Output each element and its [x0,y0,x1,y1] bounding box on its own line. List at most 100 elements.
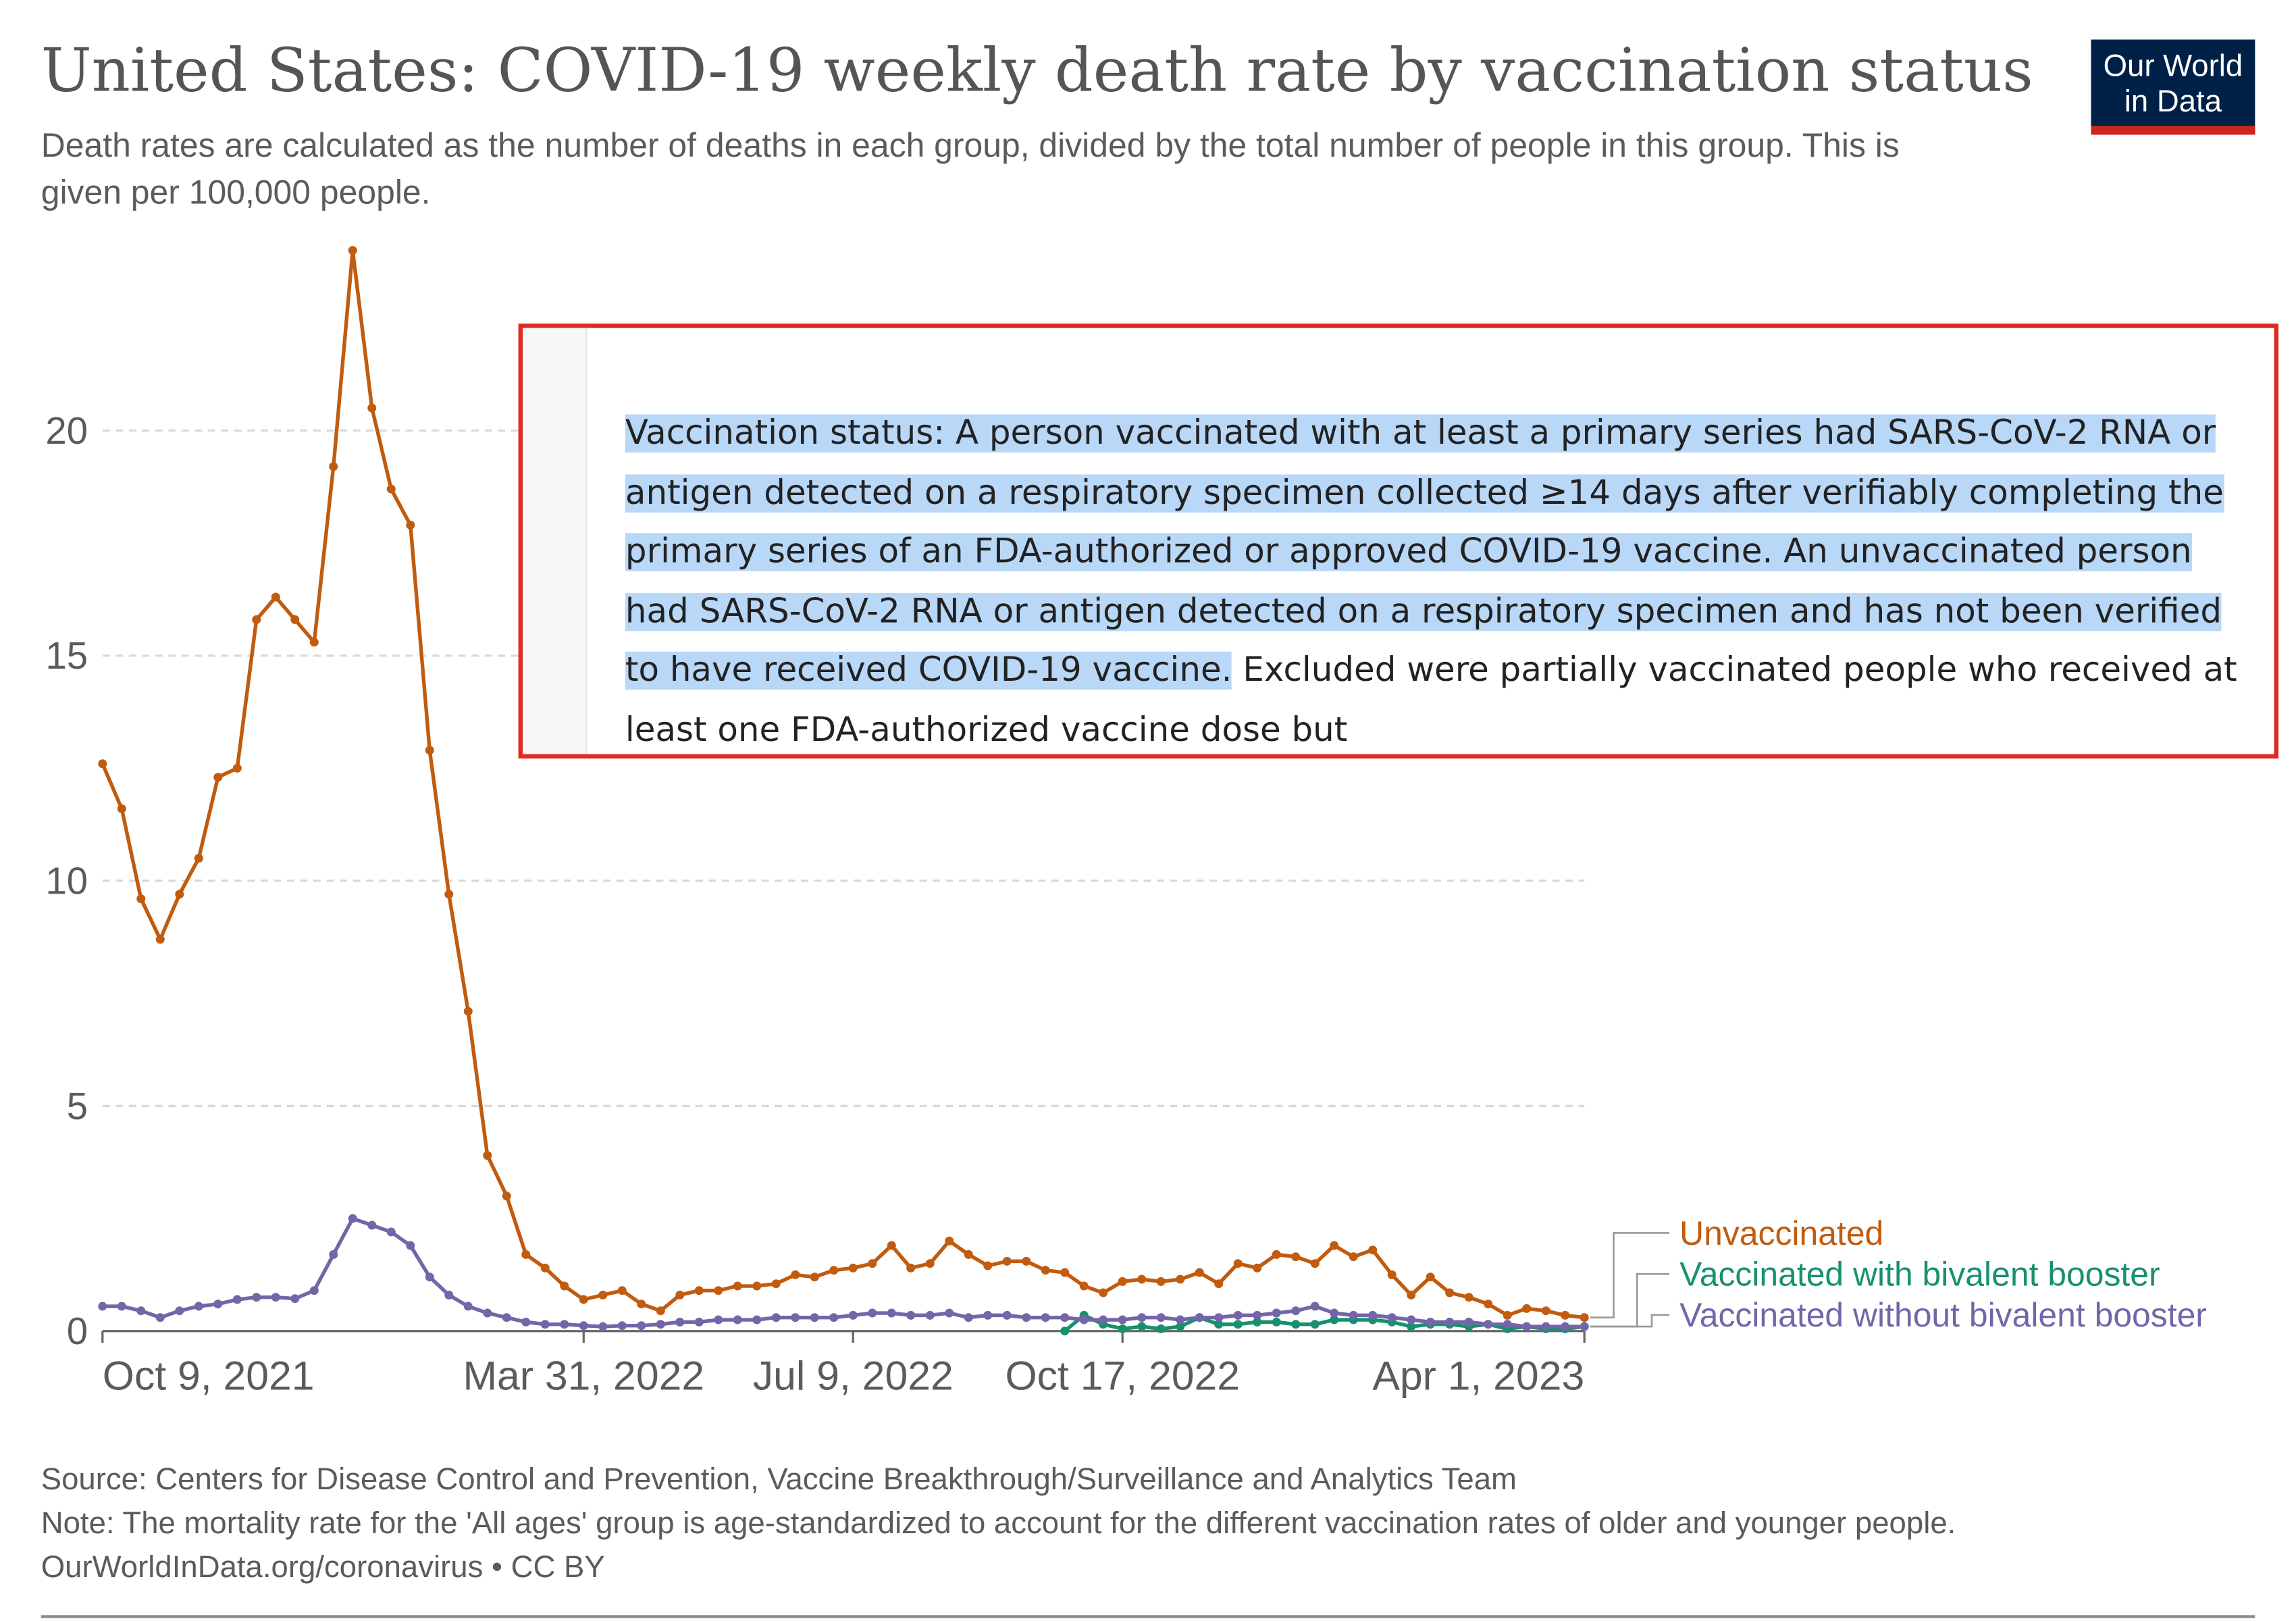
data-point[interactable] [810,1313,819,1322]
data-point[interactable] [887,1308,896,1318]
data-point[interactable] [1407,1315,1416,1324]
data-point[interactable] [1079,1281,1089,1291]
data-point[interactable] [348,246,357,255]
data-point[interactable] [1522,1304,1532,1313]
data-point[interactable] [868,1308,877,1318]
data-point[interactable] [1118,1324,1127,1333]
data-point[interactable] [675,1290,685,1300]
data-point[interactable] [1561,1310,1570,1320]
data-point[interactable] [1272,1317,1281,1327]
data-point[interactable] [1407,1322,1416,1331]
data-point[interactable] [1426,1272,1435,1282]
data-point[interactable] [1253,1263,1262,1272]
data-point[interactable] [1176,1322,1185,1331]
data-point[interactable] [1060,1313,1070,1322]
data-point[interactable] [1541,1322,1550,1331]
data-point[interactable] [1445,1288,1455,1297]
data-point[interactable] [1368,1245,1378,1255]
data-point[interactable] [367,403,377,413]
data-point[interactable] [1176,1275,1185,1284]
data-point[interactable] [1310,1320,1320,1329]
data-point[interactable] [848,1263,858,1272]
data-point[interactable] [945,1308,954,1318]
data-point[interactable] [406,520,415,530]
data-point[interactable] [1387,1270,1397,1279]
data-point[interactable] [1310,1259,1320,1268]
data-point[interactable] [906,1263,916,1272]
data-point[interactable] [1291,1252,1301,1262]
data-point[interactable] [1156,1277,1166,1286]
data-point[interactable] [1503,1320,1512,1329]
data-point[interactable] [733,1315,742,1324]
data-point[interactable] [252,1293,261,1302]
data-point[interactable] [540,1320,550,1329]
data-point[interactable] [771,1313,781,1322]
data-point[interactable] [675,1317,685,1327]
data-point[interactable] [502,1191,511,1201]
data-point[interactable] [406,1241,415,1250]
data-point[interactable] [1176,1315,1185,1324]
data-point[interactable] [483,1151,492,1160]
data-point[interactable] [213,1300,223,1309]
data-point[interactable] [1291,1306,1301,1316]
data-point[interactable] [1272,1308,1281,1318]
data-point[interactable] [329,462,338,471]
data-point[interactable] [1214,1313,1224,1322]
data-point[interactable] [656,1306,665,1316]
data-point[interactable] [1541,1306,1550,1316]
data-point[interactable] [290,1294,300,1304]
data-point[interactable] [386,484,396,494]
legend-label[interactable]: Vaccinated with bivalent booster [1679,1256,2160,1293]
data-point[interactable] [232,1295,242,1304]
data-point[interactable] [1253,1310,1262,1320]
data-point[interactable] [791,1313,800,1322]
data-point[interactable] [1561,1322,1570,1331]
data-point[interactable] [155,1313,165,1322]
data-point[interactable] [1041,1313,1050,1322]
data-point[interactable] [425,1272,434,1282]
data-point[interactable] [848,1310,858,1320]
data-point[interactable] [175,890,184,899]
data-point[interactable] [560,1281,569,1291]
data-point[interactable] [1349,1310,1358,1320]
data-point[interactable] [887,1241,896,1250]
data-point[interactable] [540,1263,550,1272]
data-point[interactable] [1484,1320,1493,1329]
data-point[interactable] [1368,1310,1378,1320]
data-point[interactable] [521,1250,531,1259]
data-point[interactable] [502,1313,511,1322]
data-point[interactable] [1233,1310,1243,1320]
data-point[interactable] [1580,1322,1589,1331]
data-point[interactable] [829,1313,839,1322]
data-point[interactable] [1041,1266,1050,1275]
data-point[interactable] [252,615,261,624]
data-point[interactable] [1330,1308,1339,1318]
data-point[interactable] [1195,1268,1204,1277]
data-point[interactable] [1195,1313,1204,1322]
data-point[interactable] [1137,1322,1147,1331]
data-point[interactable] [1407,1290,1416,1300]
data-point[interactable] [925,1310,935,1320]
data-point[interactable] [752,1315,762,1324]
data-point[interactable] [1118,1315,1127,1324]
data-point[interactable] [1484,1300,1493,1309]
data-point[interactable] [271,1293,280,1302]
data-point[interactable] [348,1214,357,1223]
legend-label[interactable]: Unvaccinated [1679,1214,1883,1252]
data-point[interactable] [1099,1288,1108,1297]
data-point[interactable] [213,773,223,782]
data-point[interactable] [1580,1313,1589,1322]
data-point[interactable] [598,1322,608,1331]
data-point[interactable] [444,890,454,899]
owid-logo[interactable]: Our World in Data [2091,39,2255,135]
data-point[interactable] [694,1317,704,1327]
data-point[interactable] [714,1315,723,1324]
data-point[interactable] [1330,1241,1339,1250]
data-point[interactable] [868,1259,877,1268]
data-point[interactable] [367,1220,377,1230]
data-point[interactable] [1464,1317,1473,1327]
data-point[interactable] [1233,1320,1243,1329]
data-point[interactable] [771,1279,781,1289]
data-point[interactable] [1137,1275,1147,1284]
data-point[interactable] [617,1286,627,1295]
